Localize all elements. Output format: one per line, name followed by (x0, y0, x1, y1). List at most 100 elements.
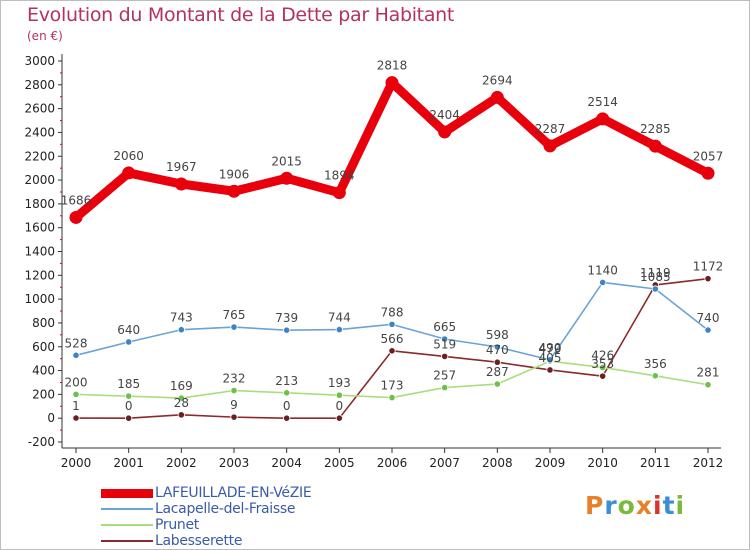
y-tick-label: 1200 (24, 268, 55, 282)
data-point (599, 363, 607, 372)
data-point (72, 390, 80, 398)
data-label: 405 (539, 351, 562, 365)
data-labels: 1686 2060 1967 1906 2015 1894 2818 2404 2694 2287… (61, 59, 724, 414)
data-label: 281 (697, 366, 720, 380)
data-point (546, 366, 554, 374)
chart-title: Evolution du Montant de la Dette par Hab… (27, 4, 455, 26)
x-tick-label: 2002 (166, 456, 197, 470)
data-label: 232 (223, 372, 246, 386)
y-tick-label: 2200 (24, 149, 55, 163)
data-point (651, 372, 659, 380)
data-point (388, 320, 396, 328)
x-tick-label: 2003 (219, 456, 250, 470)
data-point (704, 275, 712, 283)
data-label: 528 (65, 336, 88, 350)
data-label: 519 (433, 337, 456, 351)
data-label: 765 (223, 308, 246, 322)
y-tick-label: 1000 (24, 292, 55, 306)
data-label: 2285 (640, 122, 671, 136)
data-label: 0 (283, 399, 291, 413)
data-point (493, 343, 501, 351)
x-tick-label: 2010 (587, 456, 618, 470)
legend-item: Lacapelle-del-Fraisse (101, 501, 311, 517)
data-label: 470 (486, 343, 509, 357)
legend-label: Prunet (155, 517, 200, 533)
data-label: 1686 (61, 193, 92, 207)
data-label: 2404 (429, 108, 460, 122)
legend-item: Labesserette (101, 533, 311, 549)
data-label: 426 (591, 348, 614, 362)
data-label: 2514 (587, 95, 618, 109)
data-point (543, 139, 557, 153)
data-point (441, 352, 449, 360)
legend: LAFEUILLADE-EN-VéZIE Lacapelle-del-Fraiss… (101, 485, 312, 549)
data-label: 0 (336, 399, 344, 413)
data-point (335, 326, 343, 334)
x-tick-label: 2005 (324, 456, 355, 470)
proxiti-logo: Proxiti (585, 491, 685, 520)
data-point (546, 356, 554, 364)
data-label: 356 (644, 357, 667, 371)
data-point (177, 394, 185, 402)
data-point (493, 380, 501, 388)
data-point (125, 414, 133, 422)
logo-letter: o (617, 491, 636, 520)
legend-item: LAFEUILLADE-EN-VéZIE (101, 485, 312, 501)
y-tick-label: 200 (32, 387, 55, 401)
legend-swatch (101, 508, 153, 510)
logo-letter: i (653, 491, 663, 520)
x-tick-label: 2006 (377, 456, 408, 470)
data-label: 665 (433, 320, 456, 334)
data-label: 744 (328, 311, 351, 325)
data-label: 740 (697, 311, 720, 325)
data-point (125, 338, 133, 346)
legend-label: Labesserette (155, 533, 243, 549)
data-point (332, 186, 346, 200)
data-point (388, 347, 396, 355)
y-tick-label: 0 (47, 411, 55, 425)
data-point (335, 391, 343, 399)
legend-swatch (101, 488, 153, 498)
data-point (227, 184, 241, 198)
data-label: 743 (170, 311, 193, 325)
data-point (125, 392, 133, 400)
data-label: 1140 (587, 263, 618, 277)
data-point (648, 139, 662, 153)
y-tick-label: -200 (28, 435, 55, 449)
x-tick-label: 2008 (482, 456, 513, 470)
data-label: 2694 (482, 73, 513, 87)
data-label: 598 (486, 328, 509, 342)
legend-swatch (101, 524, 153, 526)
data-label: 213 (275, 374, 298, 388)
data-point (122, 166, 136, 180)
data-point (599, 372, 607, 380)
data-label: 788 (381, 305, 404, 319)
data-point (441, 383, 449, 392)
data-point (72, 351, 80, 359)
data-point (651, 285, 659, 293)
y-tick-label: 1400 (24, 245, 55, 259)
y-tick-label: 600 (32, 340, 55, 354)
data-label: 169 (170, 379, 193, 393)
data-point (69, 210, 83, 224)
data-point (704, 326, 712, 334)
x-axis-ticks: 2000 2001 2002 2003 2004 2005 2006 2007 2008 2009… (61, 448, 723, 470)
data-label: 2057 (693, 149, 724, 163)
data-label: 2060 (113, 149, 144, 163)
data-label: 2015 (271, 154, 302, 168)
data-label: 1967 (166, 160, 197, 174)
data-point (283, 326, 291, 334)
data-point (438, 125, 452, 139)
data-point (441, 335, 449, 343)
data-label: 287 (486, 365, 509, 379)
data-label: 200 (65, 375, 88, 389)
data-label: 9 (230, 398, 238, 412)
x-tick-label: 2009 (535, 456, 566, 470)
data-point (230, 413, 238, 421)
data-point (283, 389, 291, 397)
logo-letter: i (675, 491, 686, 520)
data-label: 640 (117, 323, 140, 337)
data-label: 1 (72, 399, 80, 413)
data-point (280, 171, 294, 185)
